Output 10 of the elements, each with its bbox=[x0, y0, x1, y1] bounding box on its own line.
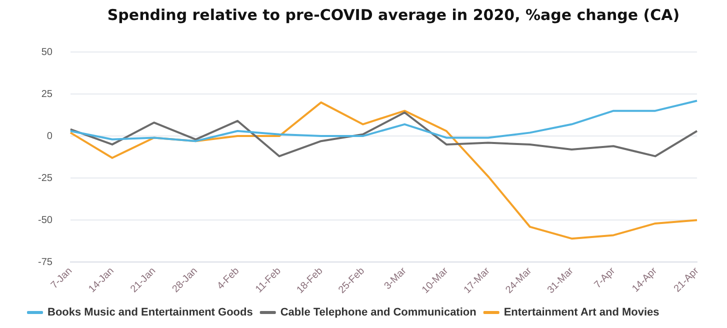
y-tick-label: 50 bbox=[41, 46, 53, 58]
legend-label: Entertainment Art and Movies bbox=[504, 306, 660, 319]
chart-title: Spending relative to pre-COVID average in 2020, %age change (CA) bbox=[106, 6, 681, 26]
legend-label: Cable Telephone and Communication bbox=[280, 306, 477, 319]
y-tick-label: -50 bbox=[38, 214, 53, 226]
y-tick-label: 0 bbox=[46, 130, 53, 142]
y-tick-label: -75 bbox=[38, 256, 53, 268]
legend-label: Books Music and Entertainment Goods bbox=[48, 306, 253, 319]
y-tick-label: -25 bbox=[38, 172, 53, 184]
y-tick-label: 25 bbox=[41, 88, 53, 100]
